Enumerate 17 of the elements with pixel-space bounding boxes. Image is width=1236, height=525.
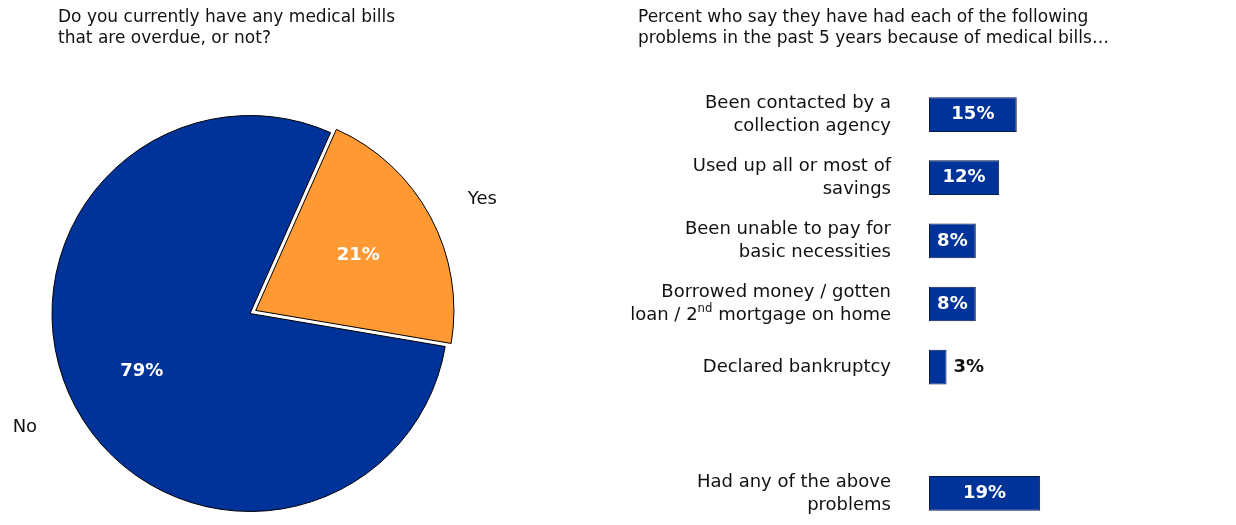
data-label: 8% (937, 228, 968, 250)
y-tick-label: Had any of the above problems (696, 469, 892, 514)
y-tick-label: Been contacted by a collection agency (704, 90, 892, 135)
data-label: 19% (963, 481, 1007, 503)
y-tick-label: Used up all or most of savings (692, 153, 892, 198)
chart-title: Percent who say they have had each of the following problems in the past 5 years because of medical bills… (638, 6, 1110, 48)
y-tick-label: Declared bankruptcy (702, 354, 892, 376)
y-tick-label: Been unable to pay for basic necessities (684, 217, 892, 262)
data-label: 21% (336, 243, 380, 265)
data-label: 79% (120, 359, 164, 381)
slice-label: Yes (466, 187, 497, 209)
data-label: 12% (942, 165, 986, 187)
data-label: 15% (951, 102, 995, 124)
slice-label: No (12, 415, 38, 437)
chart-title: Do you currently have any medical bills that are overdue, or not? (58, 6, 397, 48)
data-label: 8% (937, 291, 968, 313)
data-label: 3% (953, 354, 985, 376)
